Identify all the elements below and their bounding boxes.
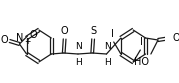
Text: HO: HO [134, 57, 149, 67]
Text: N: N [76, 42, 82, 51]
Text: O: O [29, 30, 37, 40]
Text: N: N [104, 42, 111, 51]
Text: H: H [76, 58, 82, 67]
Text: -: - [35, 30, 37, 39]
Text: O: O [0, 35, 8, 45]
Text: +: + [24, 37, 30, 46]
Text: O: O [172, 33, 179, 43]
Text: I: I [140, 37, 143, 47]
Text: I: I [111, 29, 114, 39]
Text: H: H [104, 58, 111, 67]
Text: N: N [16, 33, 23, 43]
Text: O: O [61, 26, 68, 36]
Text: S: S [90, 26, 96, 36]
